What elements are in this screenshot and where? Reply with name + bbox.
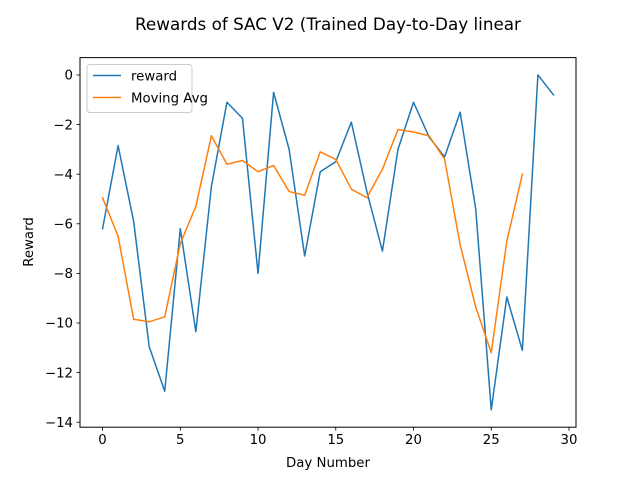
legend-box <box>86 64 193 113</box>
x-tick-label: 25 <box>483 433 500 448</box>
legend-label-moving-avg: Moving Avg <box>131 92 208 107</box>
x-tick-label: 5 <box>176 433 184 448</box>
y-tick-label: −10 <box>45 317 73 332</box>
plot-area <box>79 57 577 428</box>
axes-frame <box>79 57 577 428</box>
y-tick-label: −12 <box>45 366 73 381</box>
y-tick-label: −4 <box>53 168 73 183</box>
y-tick-label: −6 <box>53 217 73 232</box>
legend-label-reward: reward <box>131 70 177 85</box>
x-tick-label: 10 <box>250 433 267 448</box>
x-axis-label: Day Number <box>286 456 370 471</box>
x-tick-label: 30 <box>561 433 578 448</box>
chart-title: Rewards of SAC V2 (Trained Day-to-Day li… <box>135 14 521 34</box>
x-tick-label: 20 <box>405 433 422 448</box>
series-line-moving-avg <box>101 128 524 354</box>
series-layer <box>101 74 555 411</box>
x-tick-label: 15 <box>327 433 344 448</box>
y-tick-label: −8 <box>53 267 73 282</box>
legend: reward Moving Avg <box>86 64 208 113</box>
y-axis: 0 −2 −4 −6 −8 −10 −12 −14 <box>45 69 80 431</box>
x-axis: 0 5 10 15 20 25 30 <box>98 427 577 448</box>
y-tick-label: −14 <box>45 416 73 431</box>
y-tick-label: 0 <box>65 69 73 84</box>
y-axis-label: Reward <box>22 217 37 267</box>
x-tick-label: 0 <box>98 433 106 448</box>
y-tick-label: −2 <box>53 118 73 133</box>
